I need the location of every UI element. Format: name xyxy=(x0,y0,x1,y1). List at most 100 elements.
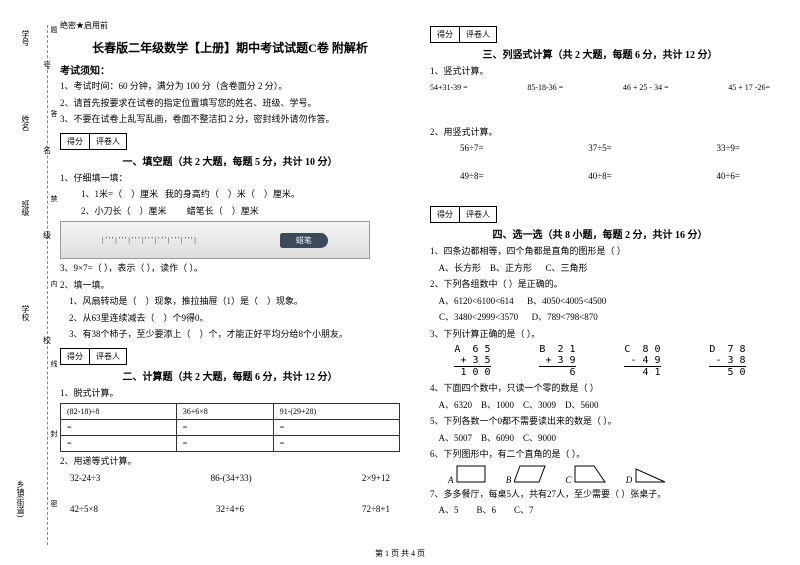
scorebox-3: 得分 评卷人 xyxy=(430,26,770,43)
side-label-name: 姓名 xyxy=(20,115,31,131)
calc-item: 42÷5×8 xyxy=(70,503,98,517)
c4-opts: A、6320 B、1000 C、3009 D、5600 xyxy=(430,399,770,413)
exam-title: 长春版二年级数学【上册】期中考试试题C卷 附解析 xyxy=(60,39,400,56)
vert-item: 33÷9= xyxy=(716,142,740,156)
vc-mid: + 3 5 xyxy=(454,355,490,366)
calc-item: 32-24÷3 xyxy=(70,472,100,486)
c6-t: 6、下列图形中，有二个直角的是（ ）。 xyxy=(430,448,770,462)
vert-item: 45 + 17 -26= xyxy=(728,82,770,94)
shape-options: A B C D xyxy=(448,465,770,485)
spacer xyxy=(430,97,770,123)
left-column: 绝密★启用前 长春版二年级数学【上册】期中考试试题C卷 附解析 考试须知： 1、… xyxy=(60,20,400,525)
vc-top: 8 0 xyxy=(643,344,661,355)
c1-t: 1、四条边都相等，四个角都是直角的图形是（ ） xyxy=(430,245,770,259)
ruler-ticks: |'''|'''|'''|'''|'''|'''|'''| xyxy=(102,236,198,244)
scorebox-1: 得分 评卷人 xyxy=(60,133,400,150)
q1-b: 2、小刀长（ ）厘米 蜡笔长（ ）厘米 xyxy=(60,205,400,219)
vert2-intro: 2、用竖式计算。 xyxy=(430,126,770,140)
table-cell: = xyxy=(273,420,399,436)
reviewer-label-3: 评卷人 xyxy=(460,26,497,43)
vc-a: A 6 5+ 3 51 0 0 xyxy=(454,344,490,378)
c2-t: 2、下列各组数中（ ）是正确的。 xyxy=(430,278,770,292)
q2-a: 1、风扇转动是（ ）现象，推拉抽屉（1）是（ ）现象。 xyxy=(60,295,400,309)
side-label-town: 乡镇(街道) xyxy=(15,480,26,517)
marker-6: 密 xyxy=(49,500,59,507)
marker-1: 答 xyxy=(49,110,59,117)
confidential-label: 绝密★启用前 xyxy=(60,20,400,31)
reviewer-label-2: 评卷人 xyxy=(90,348,127,365)
table-row: === xyxy=(61,420,400,436)
side-small-0: 号 xyxy=(43,60,51,71)
side-small-2: 级 xyxy=(43,230,51,241)
reviewer-label: 评卷人 xyxy=(90,133,127,150)
score-label-2: 得分 xyxy=(60,348,90,365)
notice-header: 考试须知： xyxy=(60,62,400,77)
vert-item: 49÷8= xyxy=(460,170,484,184)
seal-line xyxy=(47,25,48,545)
calc2-intro: 2、用递等式计算。 xyxy=(60,455,400,469)
c4-t: 4、下面四个数中，只读一个零的数是（ ） xyxy=(430,382,770,396)
vc-b: B 2 1+ 3 96 xyxy=(539,344,575,378)
vc-top: 2 1 xyxy=(558,344,576,355)
q1-c: 3、9×7=（ ），表示（ ），读作（ ）。 xyxy=(60,262,400,276)
vc-label: A xyxy=(454,344,460,355)
vc-mid: - 3 8 xyxy=(709,355,745,366)
calc-item: 32÷4+6 xyxy=(216,503,244,517)
c7-t: 7、多多餐厅，每桌5人，共有27人，至少需要（ ）张桌子。 xyxy=(430,488,770,502)
q1-intro: 1、仔细填一填： xyxy=(60,172,400,186)
notice-1: 1、考试时间：60 分钟，满分为 100 分（含卷面分 2 分）。 xyxy=(60,80,400,94)
side-label-class: 班级 xyxy=(20,200,31,216)
vc-bot: 6 xyxy=(539,366,575,378)
triangle-icon xyxy=(635,465,667,483)
spacer xyxy=(430,186,770,200)
table-cell: = xyxy=(176,436,273,452)
section-3-title: 三、列竖式计算（共 2 大题，每题 6 分，共计 12 分） xyxy=(430,46,770,61)
content-columns: 绝密★启用前 长春版二年级数学【上册】期中考试试题C卷 附解析 考试须知： 1、… xyxy=(60,20,775,525)
side-small-3: 校 xyxy=(43,335,51,346)
notice-3: 3、不要在试卷上乱写乱画，卷面不整洁扣 2 分，密封线外请勿作答。 xyxy=(60,113,400,127)
exam-page: 学号 号 姓名 名 班级 级 学校 校 乡镇(街道) 题 答 禁 内 线 封 密… xyxy=(0,0,800,565)
vc-bot: 4 1 xyxy=(624,366,660,378)
section-1-title: 一、填空题（共 2 大题，每题 5 分，共计 10 分） xyxy=(60,153,400,168)
vc-label: D xyxy=(709,344,715,355)
c5-opts: A、5007 B、6090 C、9000 xyxy=(430,432,770,446)
vert2-r2: 49÷8= 40÷8= 40÷6= xyxy=(430,170,770,184)
c3-verticals: A 6 5+ 3 51 0 0 B 2 1+ 3 96 C 8 0- 4 94 … xyxy=(430,344,770,378)
scorebox-4: 得分 评卷人 xyxy=(430,206,770,223)
vc-top: 6 5 xyxy=(473,344,491,355)
section-2-title: 二、计算题（共 2 大题，每题 6 分，共计 12 分） xyxy=(60,368,400,383)
c2-b: C、3480<2999<3570 D、789<798<870 xyxy=(430,311,770,325)
shape-label: B xyxy=(506,475,512,485)
vert-item: 40÷6= xyxy=(716,170,740,184)
page-footer: 第 1 页 共 4 页 xyxy=(0,548,800,559)
table-cell: = xyxy=(61,436,177,452)
marker-5: 封 xyxy=(49,430,59,437)
q2-intro: 2、填一填。 xyxy=(60,279,400,293)
shape-label: A xyxy=(448,475,454,485)
shape-d: D xyxy=(626,465,667,485)
calc-item: 72÷8+1 xyxy=(362,503,390,517)
vert1-intro: 1、竖式计算。 xyxy=(430,65,770,79)
table-cell: = xyxy=(61,420,177,436)
calc2-row2: 42÷5×8 32÷4+6 72÷8+1 xyxy=(60,503,400,517)
table-cell: (82-18)÷8 xyxy=(61,404,177,420)
calc2-row1: 32-24÷3 86-(34+33) 2×9+12 xyxy=(60,472,400,486)
vc-label: C xyxy=(624,344,630,355)
shape-label: D xyxy=(626,475,633,485)
vc-bot: 1 0 0 xyxy=(454,366,490,378)
vc-mid: - 4 9 xyxy=(624,355,660,366)
shape-b: B xyxy=(506,465,546,485)
rectangle-icon xyxy=(456,465,486,483)
c7-opts: A、5 B、6 C、7 xyxy=(430,504,770,518)
c1-opts: A、长方形 B、正方形 C、三角形 xyxy=(430,262,770,276)
crayon-icon: 蜡笔 xyxy=(280,233,328,248)
binding-sidebar: 学号 号 姓名 名 班级 级 学校 校 乡镇(街道) 题 答 禁 内 线 封 密 xyxy=(5,20,55,540)
calc-item: 2×9+12 xyxy=(362,472,390,486)
score-label-4: 得分 xyxy=(430,206,460,223)
q2-c: 3、有38个柿子，至少要添上（ ）个，才能正好平均分给8个小朋友。 xyxy=(60,328,400,342)
table-cell: 36+6×8 xyxy=(176,404,273,420)
vc-top: 7 8 xyxy=(728,344,746,355)
side-label-xuehao: 学号 xyxy=(20,30,31,46)
parallelogram-icon xyxy=(514,465,546,483)
marker-4: 线 xyxy=(49,360,59,367)
